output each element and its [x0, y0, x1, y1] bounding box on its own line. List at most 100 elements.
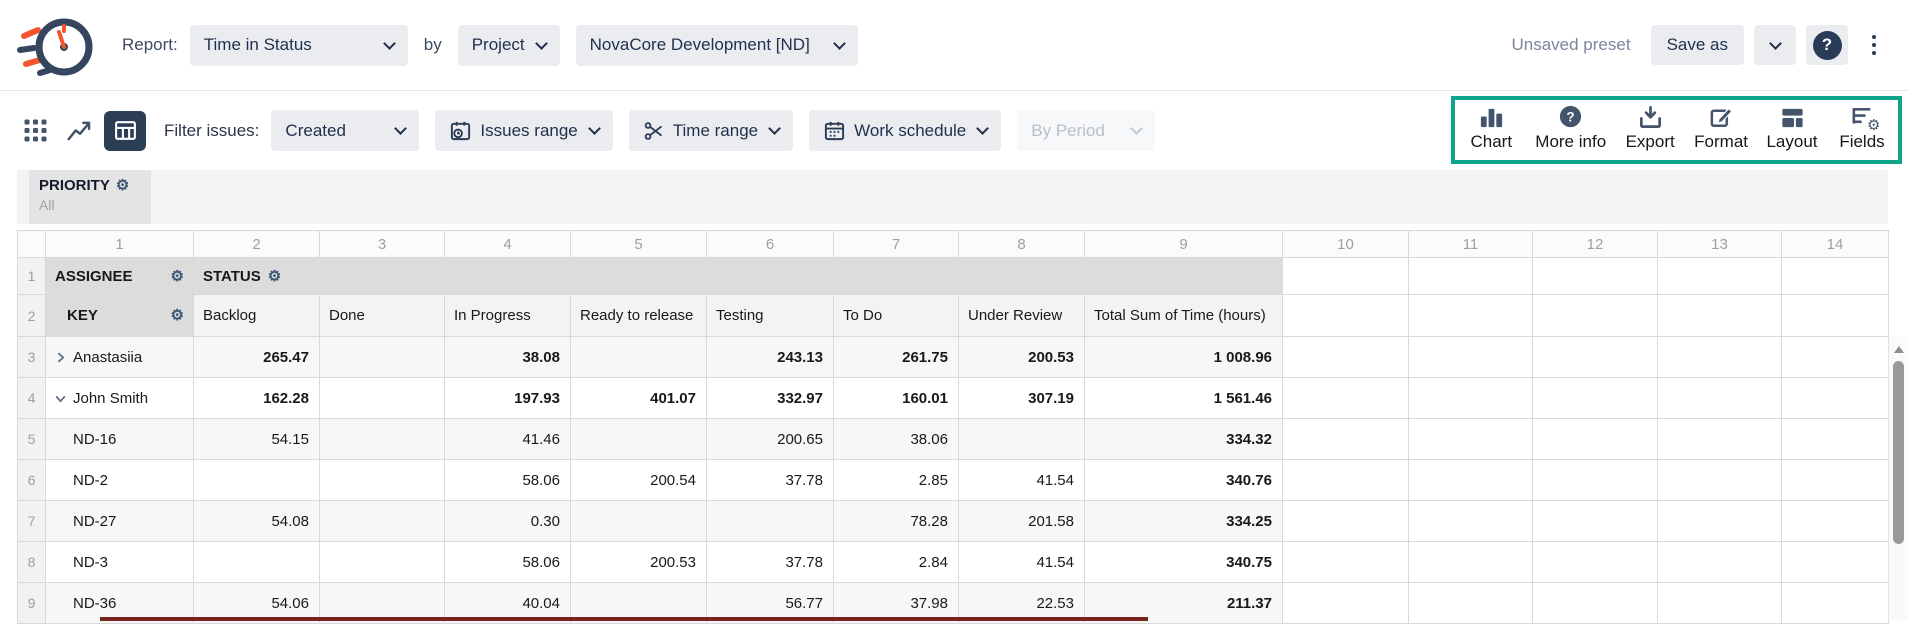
- value-cell[interactable]: 78.28: [834, 501, 959, 542]
- value-cell[interactable]: [194, 460, 320, 501]
- grid-view-button[interactable]: [16, 111, 54, 151]
- empty-cell[interactable]: [1658, 258, 1782, 295]
- value-cell[interactable]: 401.07: [571, 378, 707, 419]
- column-number-header[interactable]: 13: [1658, 231, 1782, 258]
- filter-created-select[interactable]: Created: [271, 110, 419, 151]
- key-header[interactable]: KEY⚙: [46, 295, 194, 337]
- assignee-header[interactable]: ASSIGNEE⚙: [46, 258, 194, 295]
- status-column-header[interactable]: To Do: [834, 295, 959, 337]
- group-row-label[interactable]: John Smith: [46, 378, 194, 419]
- value-cell[interactable]: 2.85: [834, 460, 959, 501]
- chart-view-button[interactable]: [60, 111, 98, 151]
- status-column-header[interactable]: Testing: [707, 295, 834, 337]
- table-view-button[interactable]: [104, 111, 146, 151]
- value-cell[interactable]: 38.08: [445, 337, 571, 378]
- empty-cell[interactable]: [1782, 583, 1889, 624]
- status-column-header[interactable]: In Progress: [445, 295, 571, 337]
- column-number-header[interactable]: 14: [1782, 231, 1889, 258]
- value-cell[interactable]: [320, 419, 445, 460]
- issue-key-cell[interactable]: ND-16: [46, 419, 194, 460]
- status-column-header[interactable]: Under Review: [959, 295, 1085, 337]
- column-number-header[interactable]: 10: [1283, 231, 1409, 258]
- empty-cell[interactable]: [1283, 460, 1409, 501]
- empty-cell[interactable]: [1658, 337, 1782, 378]
- empty-cell[interactable]: [1782, 337, 1889, 378]
- row-number[interactable]: 3: [18, 337, 46, 378]
- column-number-header[interactable]: 8: [959, 231, 1085, 258]
- value-cell[interactable]: 41.46: [445, 419, 571, 460]
- collapse-icon[interactable]: [54, 392, 67, 405]
- column-number-header[interactable]: 3: [320, 231, 445, 258]
- save-as-dropdown-button[interactable]: [1754, 25, 1796, 65]
- status-column-header[interactable]: Done: [320, 295, 445, 337]
- action-more-info[interactable]: ? More info: [1535, 104, 1606, 152]
- value-cell[interactable]: [959, 419, 1085, 460]
- empty-cell[interactable]: [1283, 583, 1409, 624]
- value-cell[interactable]: 58.06: [445, 542, 571, 583]
- row-number[interactable]: 9: [18, 583, 46, 624]
- value-cell[interactable]: 334.25: [1085, 501, 1283, 542]
- empty-cell[interactable]: [1533, 460, 1658, 501]
- issue-key-cell[interactable]: ND-3: [46, 542, 194, 583]
- column-number-header[interactable]: 9: [1085, 231, 1283, 258]
- column-number-header[interactable]: 6: [707, 231, 834, 258]
- time-range-select[interactable]: Time range: [629, 110, 793, 151]
- empty-cell[interactable]: [1658, 378, 1782, 419]
- column-number-header[interactable]: 2: [194, 231, 320, 258]
- value-cell[interactable]: 37.78: [707, 460, 834, 501]
- value-cell[interactable]: [571, 419, 707, 460]
- value-cell[interactable]: 0.30: [445, 501, 571, 542]
- empty-cell[interactable]: [1409, 337, 1533, 378]
- empty-cell[interactable]: [1283, 501, 1409, 542]
- action-chart[interactable]: Chart: [1465, 104, 1517, 152]
- empty-cell[interactable]: [1283, 378, 1409, 419]
- column-number-header[interactable]: 11: [1409, 231, 1533, 258]
- empty-cell[interactable]: [1283, 295, 1409, 337]
- scrollbar-thumb[interactable]: [1893, 361, 1904, 544]
- empty-cell[interactable]: [1658, 295, 1782, 337]
- value-cell[interactable]: 200.53: [571, 542, 707, 583]
- value-cell[interactable]: 54.08: [194, 501, 320, 542]
- value-cell[interactable]: [707, 501, 834, 542]
- value-cell[interactable]: 54.15: [194, 419, 320, 460]
- scroll-up-icon[interactable]: [1894, 346, 1904, 353]
- gear-icon[interactable]: ⚙: [171, 308, 184, 323]
- empty-cell[interactable]: [1409, 295, 1533, 337]
- value-cell[interactable]: 38.06: [834, 419, 959, 460]
- save-as-button[interactable]: Save as: [1651, 25, 1744, 65]
- empty-cell[interactable]: [1533, 337, 1658, 378]
- expand-icon[interactable]: [54, 351, 67, 364]
- priority-filter[interactable]: PRIORITY ⚙ All: [29, 170, 151, 224]
- value-cell[interactable]: 41.54: [959, 460, 1085, 501]
- empty-cell[interactable]: [1283, 419, 1409, 460]
- value-cell[interactable]: 243.13: [707, 337, 834, 378]
- empty-cell[interactable]: [1658, 419, 1782, 460]
- value-cell[interactable]: 162.28: [194, 378, 320, 419]
- value-cell[interactable]: 1 561.46: [1085, 378, 1283, 419]
- gear-icon[interactable]: ⚙: [268, 269, 281, 284]
- value-cell[interactable]: 41.54: [959, 542, 1085, 583]
- empty-cell[interactable]: [1409, 258, 1533, 295]
- status-column-header[interactable]: Total Sum of Time (hours): [1085, 295, 1283, 337]
- column-number-header[interactable]: 12: [1533, 231, 1658, 258]
- empty-cell[interactable]: [1782, 501, 1889, 542]
- value-cell[interactable]: 201.58: [959, 501, 1085, 542]
- value-cell[interactable]: [194, 542, 320, 583]
- action-export[interactable]: Export: [1624, 104, 1676, 152]
- value-cell[interactable]: 200.65: [707, 419, 834, 460]
- empty-cell[interactable]: [1409, 460, 1533, 501]
- value-cell[interactable]: 160.01: [834, 378, 959, 419]
- value-cell[interactable]: 332.97: [707, 378, 834, 419]
- column-number-header[interactable]: 1: [46, 231, 194, 258]
- row-number[interactable]: 6: [18, 460, 46, 501]
- value-cell[interactable]: 334.32: [1085, 419, 1283, 460]
- empty-cell[interactable]: [1658, 501, 1782, 542]
- value-cell[interactable]: [571, 501, 707, 542]
- status-column-header[interactable]: Backlog: [194, 295, 320, 337]
- value-cell[interactable]: 2.84: [834, 542, 959, 583]
- action-fields[interactable]: ⚙ Fields: [1836, 104, 1888, 152]
- empty-cell[interactable]: [1533, 501, 1658, 542]
- value-cell[interactable]: [571, 337, 707, 378]
- empty-cell[interactable]: [1409, 378, 1533, 419]
- report-type-select[interactable]: Time in Status: [190, 25, 408, 66]
